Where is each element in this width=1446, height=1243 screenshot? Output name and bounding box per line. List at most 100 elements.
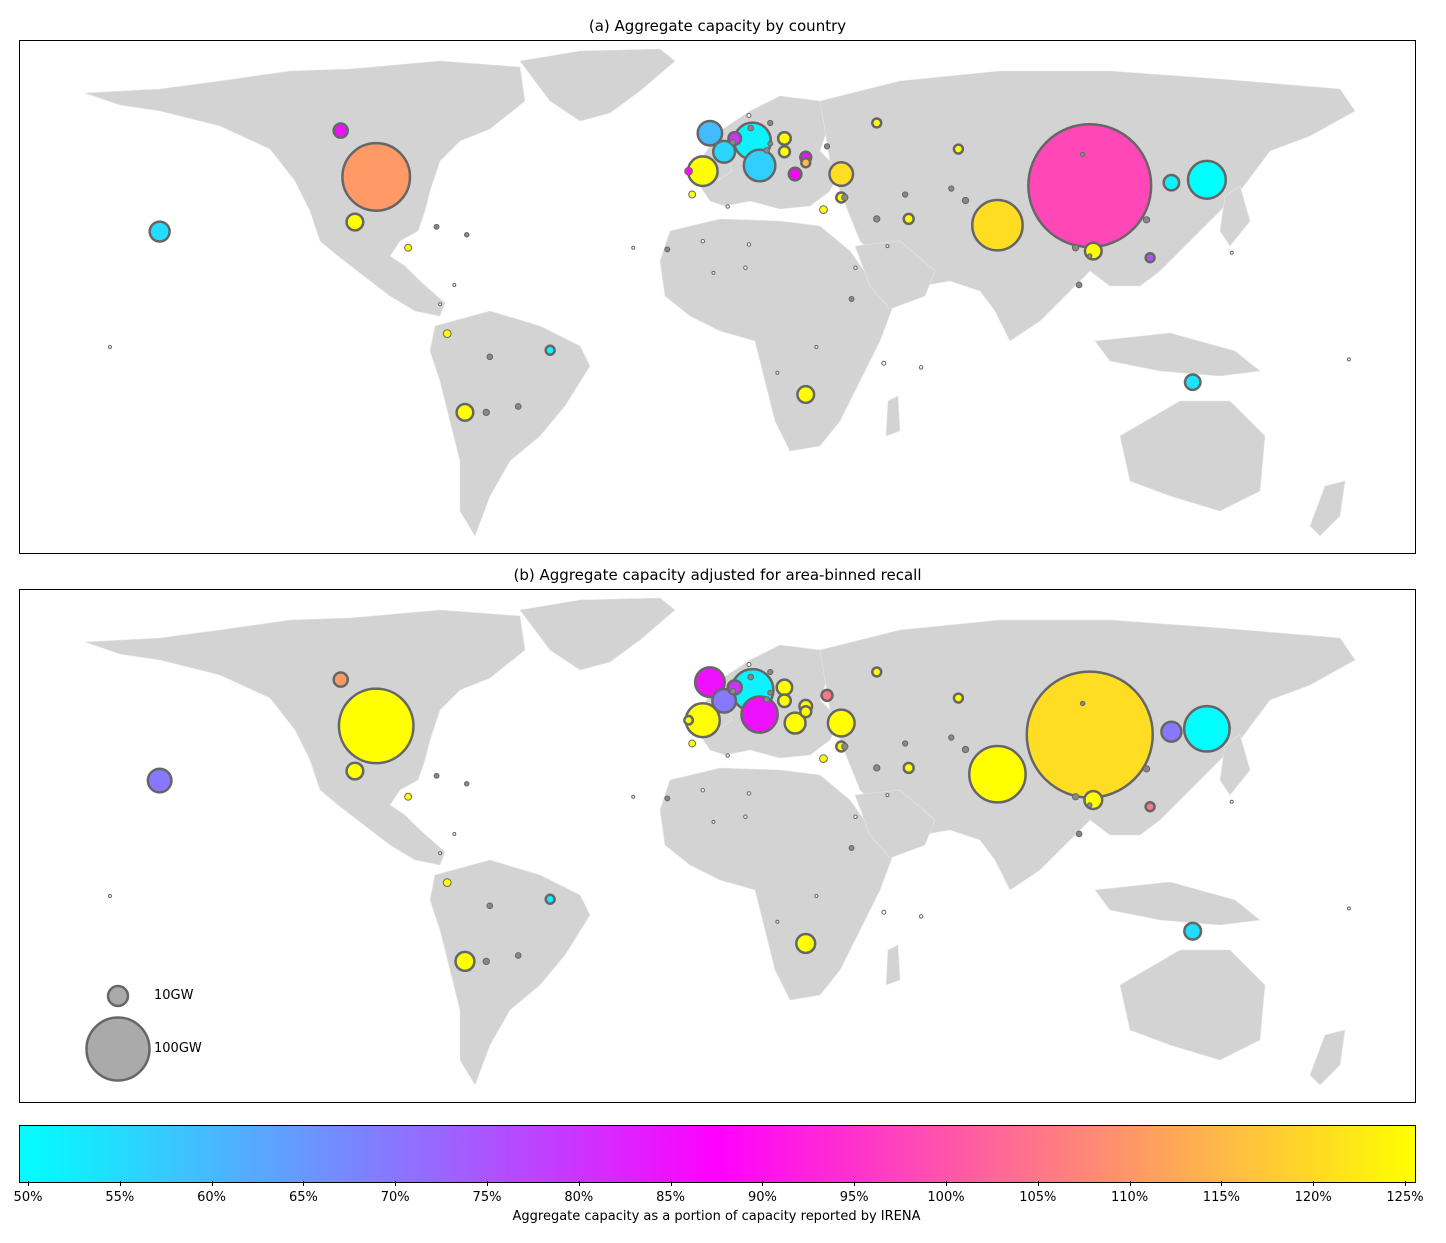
- landmass: [429, 310, 591, 537]
- capacity-bubble-kenya: [848, 845, 855, 851]
- capacity-bubble-usa: [341, 141, 412, 212]
- landmass: [659, 767, 896, 1001]
- capacity-bubble-china: [1025, 670, 1154, 799]
- capacity-bubble-fiji: [1346, 906, 1351, 911]
- capacity-bubble-uae: [902, 761, 915, 775]
- colorbar-tick-label: 70%: [380, 1190, 410, 1205]
- capacity-bubble-namibia: [775, 919, 780, 924]
- capacity-bubble-ethiopia: [853, 265, 858, 270]
- capacity-bubble-pakistan: [961, 196, 970, 205]
- panel-a-map: [19, 40, 1416, 554]
- size-legend-bubble-10gw: [106, 984, 130, 1008]
- capacity-bubble-zambia: [814, 893, 819, 898]
- capacity-bubble-turkey: [828, 161, 855, 188]
- colorbar-tick-label: 120%: [1294, 1190, 1332, 1205]
- capacity-bubble-australia: [1183, 373, 1202, 392]
- landmass: [1309, 480, 1346, 537]
- size-legend-label-100gw: 100GW: [154, 1041, 202, 1056]
- capacity-bubble-hungary: [777, 145, 792, 159]
- capacity-bubble-italy: [742, 148, 777, 183]
- capacity-bubble-algeria: [725, 753, 730, 758]
- capacity-bubble-japan: [1186, 159, 1228, 200]
- capacity-bubble-morocco: [688, 739, 697, 748]
- capacity-bubble-madagascar: [881, 909, 887, 915]
- capacity-bubble-pakistan: [961, 745, 970, 754]
- capacity-bubble-uruguay: [514, 403, 522, 410]
- capacity-bubble-greece: [783, 711, 807, 735]
- capacity-bubble-japan: [1182, 704, 1231, 753]
- capacity-bubble-cambodia: [1087, 253, 1093, 259]
- colorbar-tick: [1129, 1181, 1131, 1186]
- capacity-bubble-denmark: [747, 673, 755, 681]
- size-legend-label-10gw: 10GW: [154, 988, 194, 1003]
- capacity-bubble-kazakhstan: [952, 692, 965, 704]
- capacity-bubble-senegal: [664, 246, 671, 253]
- capacity-bubble-mexico: [345, 212, 365, 232]
- colorbar-tick: [1405, 1181, 1406, 1186]
- capacity-bubble-mongolia: [1079, 151, 1086, 158]
- capacity-bubble-egypt: [819, 754, 828, 763]
- landmass: [1119, 400, 1266, 512]
- capacity-bubble-south-korea: [1160, 720, 1183, 743]
- capacity-bubble-australia: [1183, 921, 1203, 941]
- landmass: [84, 60, 526, 317]
- capacity-bubble-usa: [337, 687, 415, 765]
- colorbar-tick-label: 60%: [197, 1190, 227, 1205]
- colorbar-tick: [303, 1181, 305, 1186]
- colorbar-tick: [487, 1181, 488, 1186]
- capacity-bubble-france: [711, 687, 738, 714]
- capacity-bubble-italy: [740, 695, 779, 734]
- colorbar-tick-label: 55%: [105, 1190, 135, 1205]
- capacity-bubble-bulgaria: [800, 157, 812, 169]
- landmass: [885, 395, 901, 437]
- capacity-bubble-guam: [1229, 250, 1234, 255]
- capacity-bubble-philippines: [1144, 251, 1156, 264]
- capacity-bubble-taiwan: [1142, 216, 1151, 224]
- capacity-bubble-argentina: [482, 957, 490, 966]
- capacity-bubble-yemen: [885, 793, 890, 798]
- landmass: [854, 240, 936, 310]
- capacity-bubble-poland: [776, 130, 793, 146]
- landmass: [659, 218, 896, 452]
- capacity-bubble-south-africa: [796, 384, 816, 405]
- capacity-bubble-afghanistan: [948, 185, 955, 192]
- capacity-bubble-ghana: [711, 270, 716, 275]
- capacity-bubble-ukraine: [820, 688, 834, 703]
- capacity-bubble-ghana: [711, 819, 716, 824]
- capacity-bubble-czechia: [767, 140, 774, 147]
- capacity-bubble-nigeria: [743, 265, 748, 270]
- capacity-bubble-sweden: [767, 668, 774, 676]
- capacity-bubble-kenya: [848, 296, 855, 302]
- colorbar-tick-label: 75%: [472, 1190, 502, 1205]
- capacity-bubble-dominican-rep-: [463, 232, 470, 238]
- capacity-bubble-poland: [775, 678, 794, 697]
- colorbar-tick: [395, 1181, 397, 1186]
- capacity-bubble-uruguay: [514, 952, 522, 959]
- colorbar-tick-label: 95%: [839, 1190, 869, 1205]
- landmass: [429, 859, 591, 1086]
- capacity-bubble-cambodia: [1087, 802, 1093, 808]
- landmass: [1119, 949, 1266, 1061]
- capacity-bubble-saudi-arabia: [873, 764, 881, 772]
- capacity-bubble-ecuador: [438, 302, 443, 307]
- colorbar: [19, 1125, 1416, 1183]
- capacity-bubble-sweden: [767, 119, 774, 127]
- colorbar-label: Aggregate capacity as a portion of capac…: [512, 1209, 921, 1224]
- colorbar-tick: [854, 1181, 856, 1186]
- colorbar-tick-label: 85%: [656, 1190, 686, 1205]
- capacity-bubble-russia: [871, 117, 883, 129]
- capacity-bubble-hungary: [776, 693, 793, 709]
- capacity-bubble-marshall: [107, 893, 112, 898]
- landmass: [1309, 1029, 1346, 1086]
- colorbar-tick-label: 110%: [1111, 1190, 1149, 1205]
- capacity-bubble-taiwan: [1142, 765, 1151, 773]
- capacity-bubble-india: [971, 198, 1024, 252]
- colorbar-tick: [946, 1181, 947, 1186]
- capacity-bubble-uae: [902, 212, 915, 226]
- capacity-bubble-mongolia: [1079, 700, 1086, 707]
- landmass: [885, 944, 901, 986]
- capacity-bubble-thailand: [1071, 244, 1080, 252]
- capacity-bubble-marshall: [107, 344, 112, 349]
- panel-b-map: 10GW 100GW: [19, 589, 1416, 1103]
- colorbar-tick-label: 65%: [288, 1190, 318, 1205]
